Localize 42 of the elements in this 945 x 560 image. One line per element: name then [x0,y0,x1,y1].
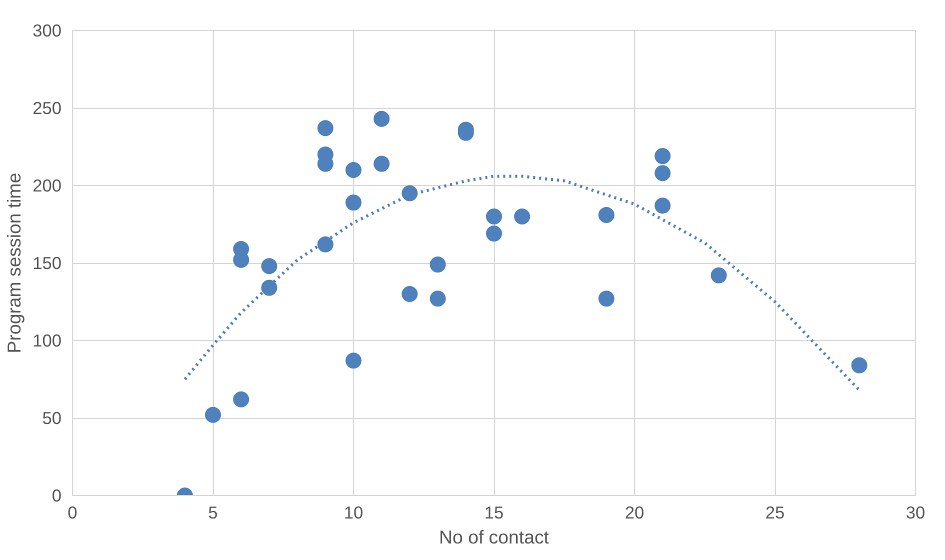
y-tick-label: 300 [32,20,62,40]
point [317,236,334,252]
point [402,286,418,302]
y-tick-label: 100 [32,330,62,350]
point [374,110,390,127]
point [598,290,614,307]
y-tick-label: 50 [42,408,62,428]
point [430,256,446,273]
x-tick-label: 5 [208,502,218,522]
point [261,258,278,274]
x-axis-title: No of contact [439,526,550,548]
x-tick-label: 30 [906,502,926,522]
point [346,352,362,369]
point [654,165,671,182]
point [374,156,390,172]
line-series [183,174,861,392]
point [261,280,278,296]
y-tick-label: 0 [52,486,62,506]
point [654,198,671,214]
y-tick-label: 250 [32,98,62,118]
y-axis-title: Program session time [4,172,25,354]
point [317,120,334,136]
x-tick-label: 25 [765,502,785,522]
point [205,406,221,423]
point [346,194,362,211]
x-tick-label: 20 [624,502,644,522]
point [486,226,502,242]
y-tick-label: 200 [32,176,62,196]
point [486,208,502,224]
x-tick-label: 15 [484,502,504,522]
point [598,206,614,223]
point [851,357,868,374]
x-tick-label: 10 [344,502,364,522]
point [514,208,530,224]
point [233,391,250,408]
point [402,185,418,202]
point [654,148,671,164]
point [346,162,362,178]
x-tick-label: 0 [68,502,78,522]
y-tick-label: 150 [32,253,62,273]
point [710,267,727,284]
point [430,290,446,307]
